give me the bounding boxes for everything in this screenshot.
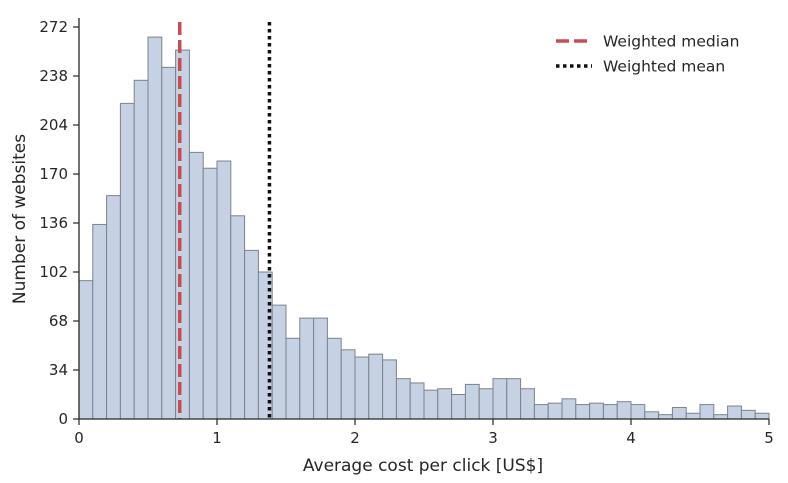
y-tick-label: 238 — [39, 67, 68, 85]
histogram-bar — [78, 280, 94, 420]
histogram-bar — [340, 349, 356, 420]
histogram-bar — [409, 382, 425, 420]
histogram-bar — [671, 406, 687, 420]
histogram-bar — [727, 405, 742, 420]
histogram-bar — [699, 404, 715, 420]
histogram-bar — [506, 378, 522, 420]
histogram-bar — [244, 249, 259, 420]
y-tick-label: 34 — [49, 361, 68, 379]
histogram-bar — [754, 412, 770, 420]
y-tick-label: 204 — [39, 116, 68, 134]
x-tick-label: 3 — [488, 429, 498, 447]
histogram-bar — [602, 404, 618, 420]
histogram-bar — [92, 223, 108, 420]
histogram-bar — [133, 79, 149, 420]
histogram-bar — [437, 388, 453, 420]
histogram-bar — [644, 411, 660, 420]
histogram-bar — [547, 402, 563, 420]
histogram-bar — [616, 401, 632, 420]
histogram-bar — [161, 66, 177, 420]
histogram-bar — [423, 389, 439, 420]
y-tick-label: 68 — [49, 312, 68, 330]
x-tick-label: 5 — [764, 429, 774, 447]
histogram-bar — [685, 412, 701, 420]
histogram-bar — [175, 49, 190, 420]
histogram-bar — [395, 378, 411, 420]
histogram-bar — [561, 398, 577, 420]
x-tick-label: 0 — [74, 429, 84, 447]
histogram-bar — [533, 404, 549, 420]
x-tick-label: 1 — [212, 429, 222, 447]
x-tick-label: 2 — [350, 429, 360, 447]
histogram-bars — [78, 36, 770, 420]
reference-lines — [177, 22, 272, 419]
y-tick-label: 0 — [58, 410, 68, 428]
histogram-bar — [106, 195, 121, 420]
histogram-bar — [520, 388, 535, 420]
histogram-bar — [313, 317, 328, 420]
histogram-bar — [589, 402, 604, 420]
histogram-bar — [285, 337, 301, 420]
histogram-bar — [492, 378, 508, 420]
y-tick-label: 272 — [39, 18, 68, 36]
histogram-bar — [575, 404, 591, 420]
legend: Weighted median Weighted mean — [556, 33, 739, 76]
y-tick-label: 170 — [39, 165, 68, 183]
y-tick-label: 102 — [39, 263, 68, 281]
histogram-bar — [478, 388, 494, 420]
histogram-bar — [630, 404, 646, 420]
histogram-bar — [464, 383, 480, 420]
histogram-bar — [299, 317, 315, 420]
histogram-bar — [368, 353, 384, 420]
x-tick-label: 4 — [626, 429, 636, 447]
y-axis-label: Number of websites — [10, 134, 30, 304]
histogram-bar — [119, 102, 135, 420]
histogram-bar — [451, 394, 466, 420]
histogram-bar — [188, 151, 204, 420]
x-axis-label: Average cost per click [US$] — [303, 456, 543, 476]
histogram-bar — [271, 304, 287, 420]
histogram-bar — [216, 160, 232, 420]
histogram-bar — [147, 36, 163, 420]
histogram-bar — [230, 215, 246, 420]
histogram-bar — [326, 337, 342, 420]
histogram-bar — [354, 356, 370, 420]
histogram-bar — [202, 167, 218, 420]
y-tick-label: 136 — [39, 214, 68, 232]
legend-label: Weighted median — [603, 33, 739, 51]
histogram-bar — [740, 409, 756, 420]
legend-label: Weighted mean — [603, 58, 725, 76]
histogram-bar — [382, 359, 397, 420]
